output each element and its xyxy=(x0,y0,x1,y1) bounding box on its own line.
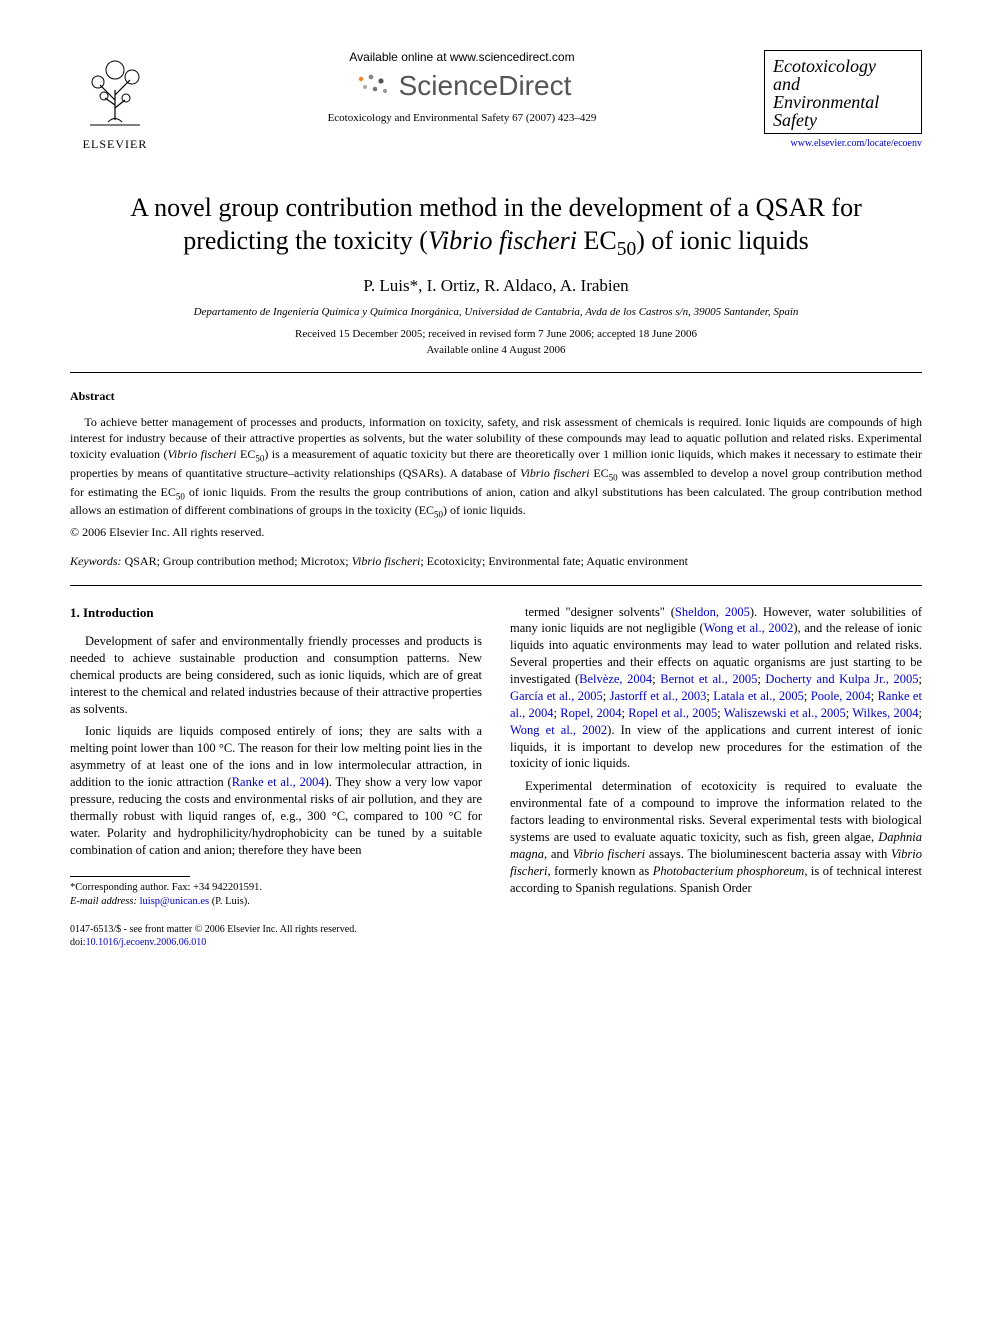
abstract-label: Abstract xyxy=(70,389,922,404)
elsevier-label: ELSEVIER xyxy=(70,137,160,152)
intro-heading: 1. Introduction xyxy=(70,604,482,622)
doi-label: doi: xyxy=(70,937,86,948)
keywords-block: Keywords: QSAR; Group contribution metho… xyxy=(70,554,922,569)
email-label: E-mail address: xyxy=(70,896,137,907)
right-para-1: termed "designer solvents" (Sheldon, 200… xyxy=(510,604,922,773)
article-title: A novel group contribution method in the… xyxy=(110,192,882,262)
right-para-2: Experimental determination of ecotoxicit… xyxy=(510,778,922,896)
sciencedirect-dots-icon xyxy=(353,72,393,104)
email-line: E-mail address: luisp@unican.es (P. Luis… xyxy=(70,895,482,909)
divider-top xyxy=(70,372,922,373)
front-matter-copyright: 0147-6513/$ - see front matter © 2006 El… xyxy=(70,923,482,937)
intro-para-1: Development of safer and environmentally… xyxy=(70,633,482,717)
abstract-text: To achieve better management of processe… xyxy=(70,414,922,521)
corresponding-author-footnote: *Corresponding author. Fax: +34 94220159… xyxy=(70,881,482,908)
journal-line1: Ecotoxicology xyxy=(773,57,913,75)
email-link[interactable]: luisp@unican.es xyxy=(140,896,209,907)
journal-title-badge: Ecotoxicology and Environmental Safety xyxy=(764,50,922,134)
available-online-date: Available online 4 August 2006 xyxy=(70,344,922,356)
bottom-meta: 0147-6513/$ - see front matter © 2006 El… xyxy=(70,923,482,950)
doi-link[interactable]: 10.1016/j.ecoenv.2006.06.010 xyxy=(86,937,207,948)
right-column: termed "designer solvents" (Sheldon, 200… xyxy=(510,604,922,950)
doi-line: doi:10.1016/j.ecoenv.2006.06.010 xyxy=(70,936,482,950)
received-dates: Received 15 December 2005; received in r… xyxy=(70,328,922,340)
keywords-label: Keywords: xyxy=(70,554,122,568)
keywords-text: QSAR; Group contribution method; Microto… xyxy=(125,554,688,568)
elsevier-publisher-block: ELSEVIER xyxy=(70,50,160,152)
affiliation-line: Departamento de Ingeniería Química y Quí… xyxy=(70,306,922,318)
intro-para-2: Ionic liquids are liquids composed entir… xyxy=(70,723,482,858)
center-header: Available online at www.sciencedirect.co… xyxy=(160,50,764,124)
available-online-text: Available online at www.sciencedirect.co… xyxy=(160,50,764,64)
citation-line: Ecotoxicology and Environmental Safety 6… xyxy=(160,112,764,124)
email-who: (P. Luis). xyxy=(212,896,250,907)
divider-bottom xyxy=(70,585,922,586)
journal-badge-wrap: Ecotoxicology and Environmental Safety w… xyxy=(764,50,922,149)
header-row: ELSEVIER Available online at www.science… xyxy=(70,50,922,152)
journal-line4: Safety xyxy=(773,111,913,129)
elsevier-tree-icon xyxy=(80,50,150,130)
journal-line3: Environmental xyxy=(773,93,913,111)
left-column: 1. Introduction Development of safer and… xyxy=(70,604,482,950)
footnote-separator xyxy=(70,876,190,877)
journal-url-link[interactable]: www.elsevier.com/locate/ecoenv xyxy=(764,138,922,149)
sciencedirect-logo: ScienceDirect xyxy=(160,70,764,104)
journal-line2: and xyxy=(773,75,913,93)
corr-author-line: *Corresponding author. Fax: +34 94220159… xyxy=(70,881,482,895)
authors-line: P. Luis*, I. Ortiz, R. Aldaco, A. Irabie… xyxy=(70,276,922,296)
body-two-column: 1. Introduction Development of safer and… xyxy=(70,604,922,950)
abstract-copyright: © 2006 Elsevier Inc. All rights reserved… xyxy=(70,525,922,540)
sciencedirect-text: ScienceDirect xyxy=(399,70,572,101)
